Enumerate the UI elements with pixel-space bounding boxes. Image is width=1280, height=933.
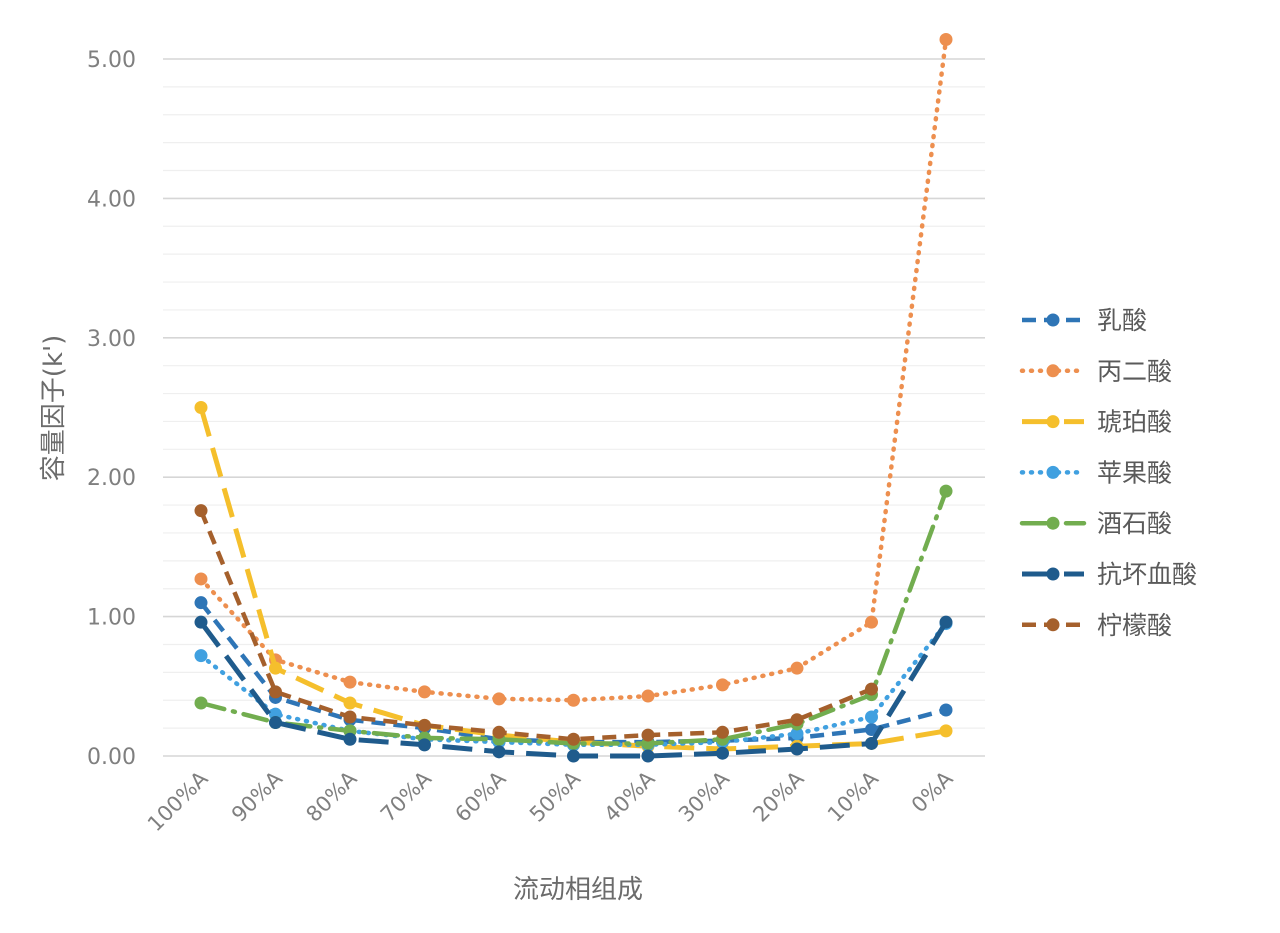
data-point	[343, 675, 357, 689]
data-point	[939, 615, 953, 629]
data-point	[194, 596, 208, 610]
series-7	[194, 504, 878, 746]
data-point	[492, 725, 506, 739]
data-point	[716, 678, 729, 692]
legend-swatch-marker	[1046, 313, 1060, 327]
data-point	[641, 689, 655, 703]
legend-swatch-marker	[1046, 465, 1060, 479]
data-point	[492, 745, 506, 759]
legend-swatch-marker	[1046, 364, 1060, 378]
data-point	[641, 749, 655, 763]
x-tick-label: 20%A	[748, 766, 809, 827]
y-tick-label: 0.00	[87, 745, 136, 770]
legend-label: 苹果酸	[1097, 458, 1172, 487]
minor-gridlines	[163, 86, 985, 729]
legend-item: 酒石酸	[1019, 509, 1172, 538]
data-point	[194, 649, 208, 663]
data-point	[194, 504, 208, 518]
series-2	[194, 32, 953, 707]
data-point	[790, 661, 804, 675]
data-point	[716, 725, 729, 739]
data-point	[194, 696, 208, 710]
y-axis-title: 容量因子(k')	[39, 335, 69, 482]
y-tick-label: 4.00	[87, 187, 136, 212]
data-point	[865, 615, 878, 629]
data-point	[567, 749, 580, 763]
data-point	[939, 32, 953, 46]
series-6	[194, 615, 953, 763]
x-tick-label: 40%A	[599, 766, 660, 827]
x-tick-label: 60%A	[450, 766, 511, 827]
legend-label: 丙二酸	[1097, 357, 1172, 386]
data-point	[790, 713, 804, 727]
data-point	[641, 728, 655, 742]
data-point	[790, 742, 804, 756]
series-line	[198, 509, 873, 742]
data-point	[343, 710, 357, 724]
legend-label: 酒石酸	[1097, 509, 1172, 538]
legend-label: 柠檬酸	[1097, 611, 1172, 640]
x-tick-label: 100%A	[143, 766, 213, 836]
x-tick-label: 50%A	[525, 766, 586, 827]
legend-swatch-marker	[1046, 618, 1060, 632]
legend-item: 苹果酸	[1019, 458, 1172, 487]
legend-item: 柠檬酸	[1022, 611, 1172, 640]
y-axis-tick-labels: 0.00 1.00 2.00 3.00 4.00 5.00	[87, 48, 136, 770]
major-gridlines	[163, 58, 985, 757]
data-point	[269, 716, 282, 730]
data-point	[567, 732, 580, 746]
legend-item: 抗坏血酸	[1022, 560, 1197, 589]
data-point	[865, 723, 878, 737]
legend-swatch-marker	[1046, 415, 1060, 429]
x-axis-tick-labels: 100%A 90%A 80%A 70%A 60%A 50%A 40%A 30%A 20%A 10%…	[143, 766, 958, 836]
data-point	[492, 692, 506, 706]
data-point	[194, 401, 208, 414]
legend-label: 琥珀酸	[1097, 408, 1172, 437]
x-tick-label: 80%A	[301, 766, 362, 827]
data-point	[194, 615, 208, 629]
legend-item: 丙二酸	[1019, 357, 1172, 386]
x-axis-title: 流动相组成	[513, 875, 643, 905]
legend-label: 乳酸	[1097, 306, 1147, 335]
legend-label: 抗坏血酸	[1097, 560, 1197, 589]
data-point	[343, 732, 357, 746]
data-point	[194, 572, 208, 586]
data-point	[865, 736, 878, 750]
data-point	[865, 710, 878, 724]
data-point	[269, 661, 282, 675]
data-point	[269, 685, 282, 699]
data-point	[716, 746, 729, 760]
y-tick-label: 2.00	[87, 466, 136, 491]
legend-swatch-marker	[1046, 567, 1060, 581]
data-point	[418, 738, 431, 752]
legend-item: 乳酸	[1022, 306, 1147, 335]
data-point	[567, 693, 580, 707]
legend-item: 琥珀酸	[1022, 408, 1172, 437]
x-tick-label: 10%A	[823, 766, 884, 827]
x-tick-label: 70%A	[376, 766, 437, 827]
series-line	[198, 37, 949, 703]
data-point	[418, 685, 431, 699]
x-tick-label: 30%A	[674, 766, 735, 827]
data-point	[939, 703, 953, 717]
y-tick-label: 3.00	[87, 327, 136, 352]
data-point	[790, 727, 804, 741]
legend-swatch-marker	[1046, 516, 1060, 530]
series-layer	[194, 32, 953, 763]
data-point	[418, 718, 431, 732]
data-point	[939, 484, 953, 498]
x-tick-label: 0%A	[907, 766, 958, 817]
data-point	[343, 696, 357, 710]
data-point	[939, 724, 953, 738]
y-tick-label: 5.00	[87, 48, 136, 73]
data-point	[865, 682, 878, 696]
x-tick-label: 90%A	[227, 766, 288, 827]
y-tick-label: 1.00	[87, 606, 136, 631]
